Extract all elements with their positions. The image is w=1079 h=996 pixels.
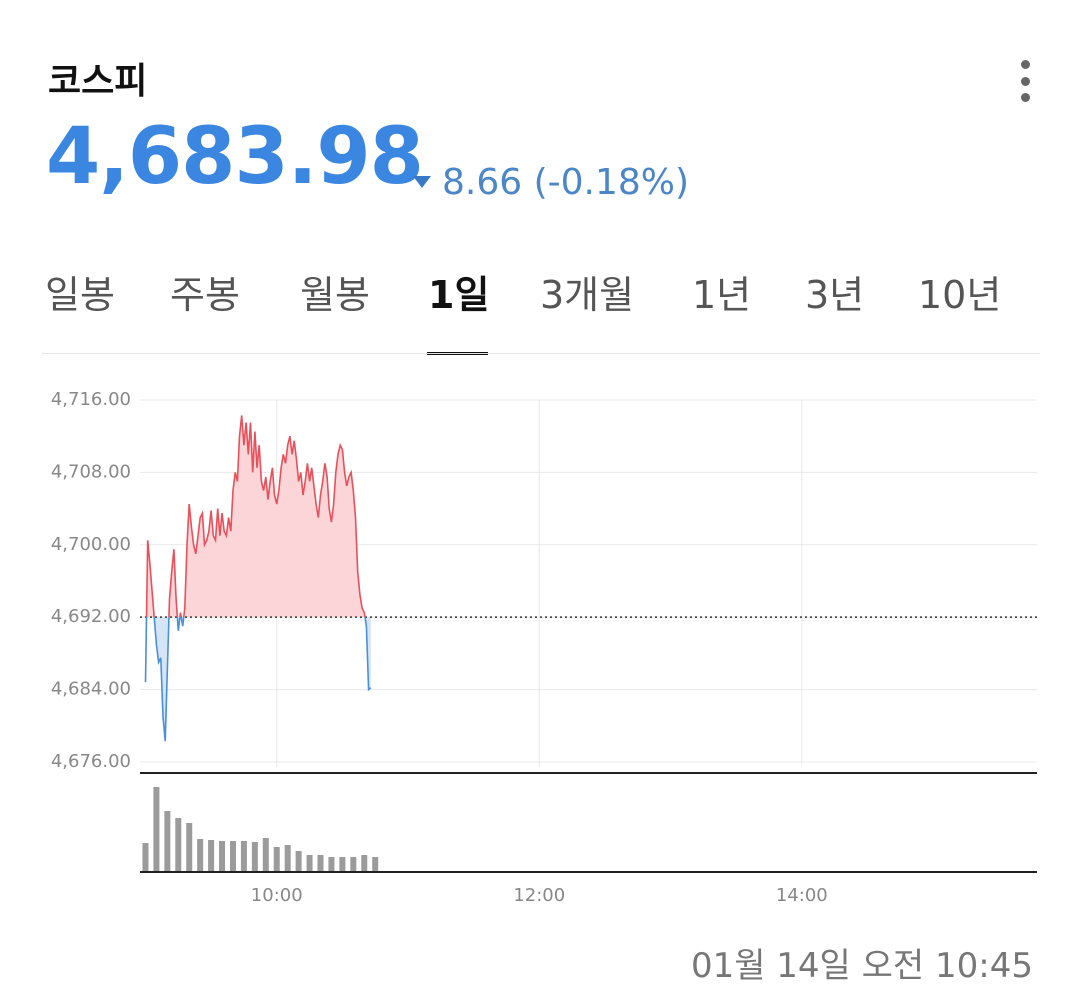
y-tick-label: 4,684.00 [51,679,131,700]
volume-bar [229,841,236,872]
volume-bar [240,841,247,872]
tab[interactable]: 1일 [428,273,490,317]
price-line-down [144,617,372,742]
menu-dot[interactable] [1021,60,1030,69]
volume-bar [197,839,204,872]
volume-bar [251,842,258,872]
menu-dot[interactable] [1021,77,1030,86]
index-title: 코스피 [48,61,148,102]
price-change: 8.66 (-0.18%) [442,162,690,203]
volume-bar [153,787,160,872]
volume-bar [219,841,226,872]
price: 4,683.98 [46,112,424,202]
volume-bar [306,855,313,872]
volume-bar [317,855,324,872]
menu-dot[interactable] [1021,93,1030,102]
volume-bar [295,851,302,872]
tab[interactable]: 3개월 [540,273,635,317]
tab[interactable]: 주봉 [170,273,240,317]
tab[interactable]: 3년 [805,273,865,317]
divider [42,353,1040,354]
y-tick-label: 4,676.00 [51,751,131,772]
volume-bar [372,857,379,872]
volume-bar [208,840,215,872]
y-tick-label: 4,692.00 [51,606,131,627]
volume-bar [361,855,368,872]
volume-bar [328,857,335,872]
tab[interactable]: 월봉 [300,273,370,317]
price-line-up [145,415,366,618]
x-tick-label: 14:00 [776,885,828,906]
volume-bar [284,845,291,872]
x-tick-label: 12:00 [513,885,565,906]
volume-bar [164,811,171,872]
x-tick-label: 10:00 [251,885,303,906]
y-tick-label: 4,708.00 [51,461,131,482]
volume-bar [339,857,346,872]
y-tick-label: 4,700.00 [51,534,131,555]
tab[interactable]: 일봉 [45,273,115,317]
volume-bar [142,843,149,872]
tab[interactable]: 10년 [918,273,1002,317]
volume-bar [273,847,280,872]
volume-bar [175,818,182,872]
volume-bar [262,838,269,872]
area-up [146,415,366,618]
tab[interactable]: 1년 [692,273,752,317]
down-arrow [413,176,431,188]
volume-bar [186,823,193,872]
timestamp: 01월 14일 오전 10:45 [690,946,1033,986]
y-tick-label: 4,716.00 [51,389,131,410]
volume-bar [350,857,357,872]
